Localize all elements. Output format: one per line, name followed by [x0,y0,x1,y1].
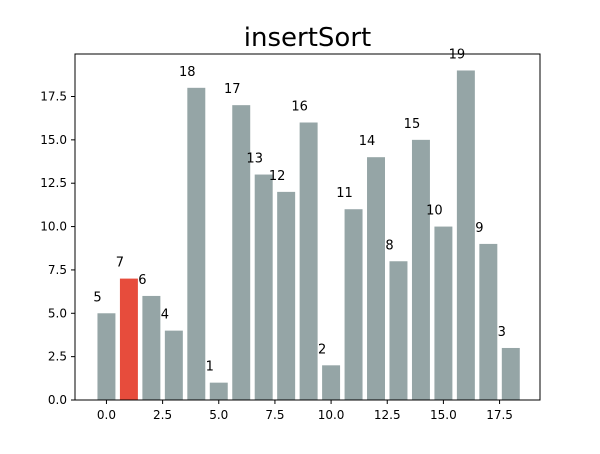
axis-ticks-group: 0.0 2.5 5.0 7.5 10.0 12.5 15.0 17.5 0.0 2.5 5.0 7.5… [40,89,513,422]
data-label-3: 4 [161,308,169,323]
x-tick-label: 10.0 [318,408,345,422]
x-tick-label: 12.5 [374,408,401,422]
y-tick-label: 17.5 [40,89,67,103]
data-label-16: 19 [449,47,466,62]
bar-11 [344,209,363,400]
data-labels-group: 5 76 4 18 1 17 13 12 16 2 11 14 8 15 10 19 9 3 [93,47,506,374]
data-label-11: 11 [336,186,353,201]
x-tick-label: 15.0 [430,408,457,422]
data-label-14: 15 [404,117,421,132]
data-label-10: 2 [318,342,326,357]
x-tick-label: 0.0 [97,408,116,422]
bar-3 [164,330,183,400]
bar-17 [479,243,498,400]
data-label-4: 18 [179,65,196,80]
bar-12 [367,157,385,400]
data-label-7: 13 [246,152,263,167]
data-label-9: 16 [291,100,308,115]
data-label-13: 8 [385,238,393,253]
data-label-15: 10 [426,204,443,219]
plot-frame [74,53,541,401]
bar-10 [322,365,341,400]
bar-16 [456,70,475,400]
x-tick-label: 5.0 [209,408,228,422]
y-tick-label: 12.5 [40,176,67,190]
bar-8 [277,191,296,400]
data-label-5: 1 [206,360,214,375]
data-label-0: 5 [93,290,101,305]
y-tick-label: 10.0 [40,220,67,234]
bar-5 [209,382,228,400]
y-tick-label: 5.0 [48,306,67,320]
bar-15 [434,226,453,400]
x-tick-label: 17.5 [486,408,513,422]
bar-1 [119,278,138,400]
x-tick-label: 2.5 [153,408,172,422]
y-tick-label: 2.5 [48,350,67,364]
data-label-17: 9 [475,221,483,236]
bar-6 [232,105,251,400]
bars-group [97,70,520,400]
data-label-2: 6 [138,273,146,288]
data-label-6: 17 [224,82,241,97]
bar-4 [187,87,206,400]
y-tick-label: 0.0 [48,393,67,407]
data-label-8: 12 [269,169,286,184]
data-label-12: 14 [359,134,376,149]
bar-0 [97,313,116,400]
bar-2 [142,295,161,400]
x-tick-label: 7.5 [265,408,284,422]
bar-13 [389,261,408,400]
bar-7 [254,174,273,400]
bar-9 [299,122,318,400]
data-label-1: 7 [116,256,124,271]
data-label-18: 3 [498,325,506,340]
bar-18 [501,347,520,400]
chart-title: insertSort [244,23,371,53]
y-tick-label: 15.0 [40,133,67,147]
y-tick-label: 7.5 [48,263,67,277]
bar-14 [411,139,430,400]
